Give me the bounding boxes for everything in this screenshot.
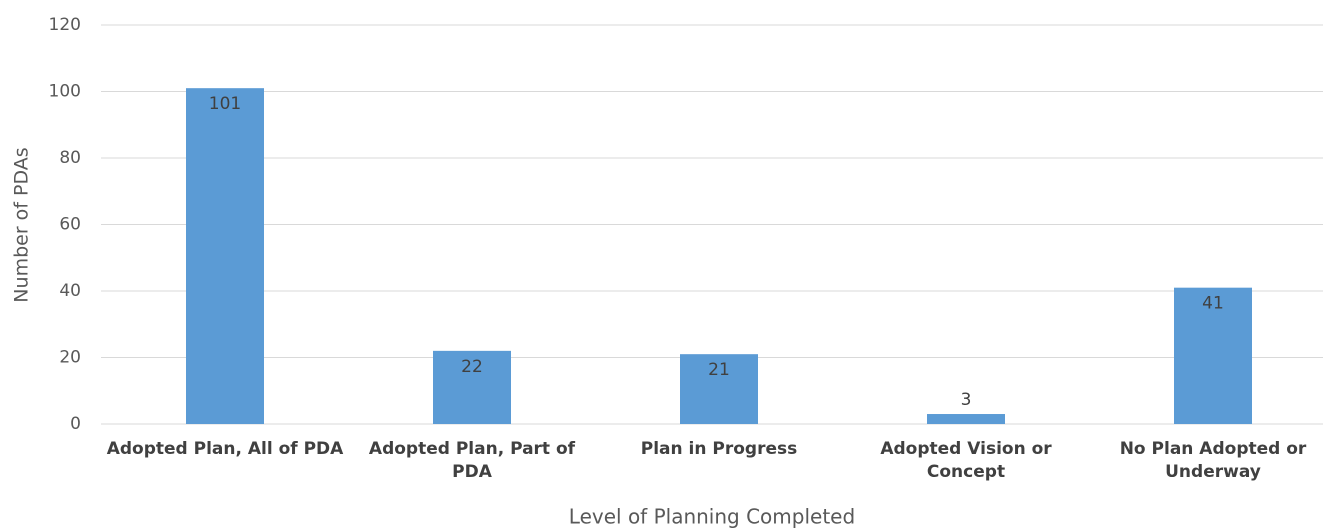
y-tick-label: 0	[70, 414, 81, 434]
x-tick-label: Adopted Plan, Part of PDA	[368, 439, 576, 482]
x-axis-title: Level of Planning Completed	[569, 505, 855, 529]
x-tick-label: Adopted Plan, All of PDA	[106, 439, 344, 459]
data-label: 101	[209, 94, 241, 114]
bar	[680, 354, 758, 424]
x-tick-label: Adopted Vision or Concept	[880, 439, 1052, 482]
bar	[1174, 287, 1252, 424]
x-tick-label: Plan in Progress	[640, 439, 798, 459]
y-tick-label: 120	[49, 15, 81, 35]
data-label: 21	[708, 360, 730, 380]
y-tick-label: 80	[59, 148, 81, 168]
y-axis-title: Number of PDAs	[11, 147, 33, 302]
bar	[927, 414, 1005, 424]
y-tick-label: 100	[49, 82, 81, 102]
data-label: 22	[461, 357, 483, 377]
bar	[433, 350, 511, 424]
x-tick-label: No Plan Adopted or Underway	[1119, 439, 1307, 482]
data-label: 3	[961, 390, 972, 410]
data-label: 41	[1202, 294, 1224, 314]
bar	[186, 88, 264, 425]
y-tick-label: 60	[59, 215, 81, 235]
y-tick-label: 20	[59, 348, 81, 368]
y-tick-label: 40	[59, 281, 81, 301]
